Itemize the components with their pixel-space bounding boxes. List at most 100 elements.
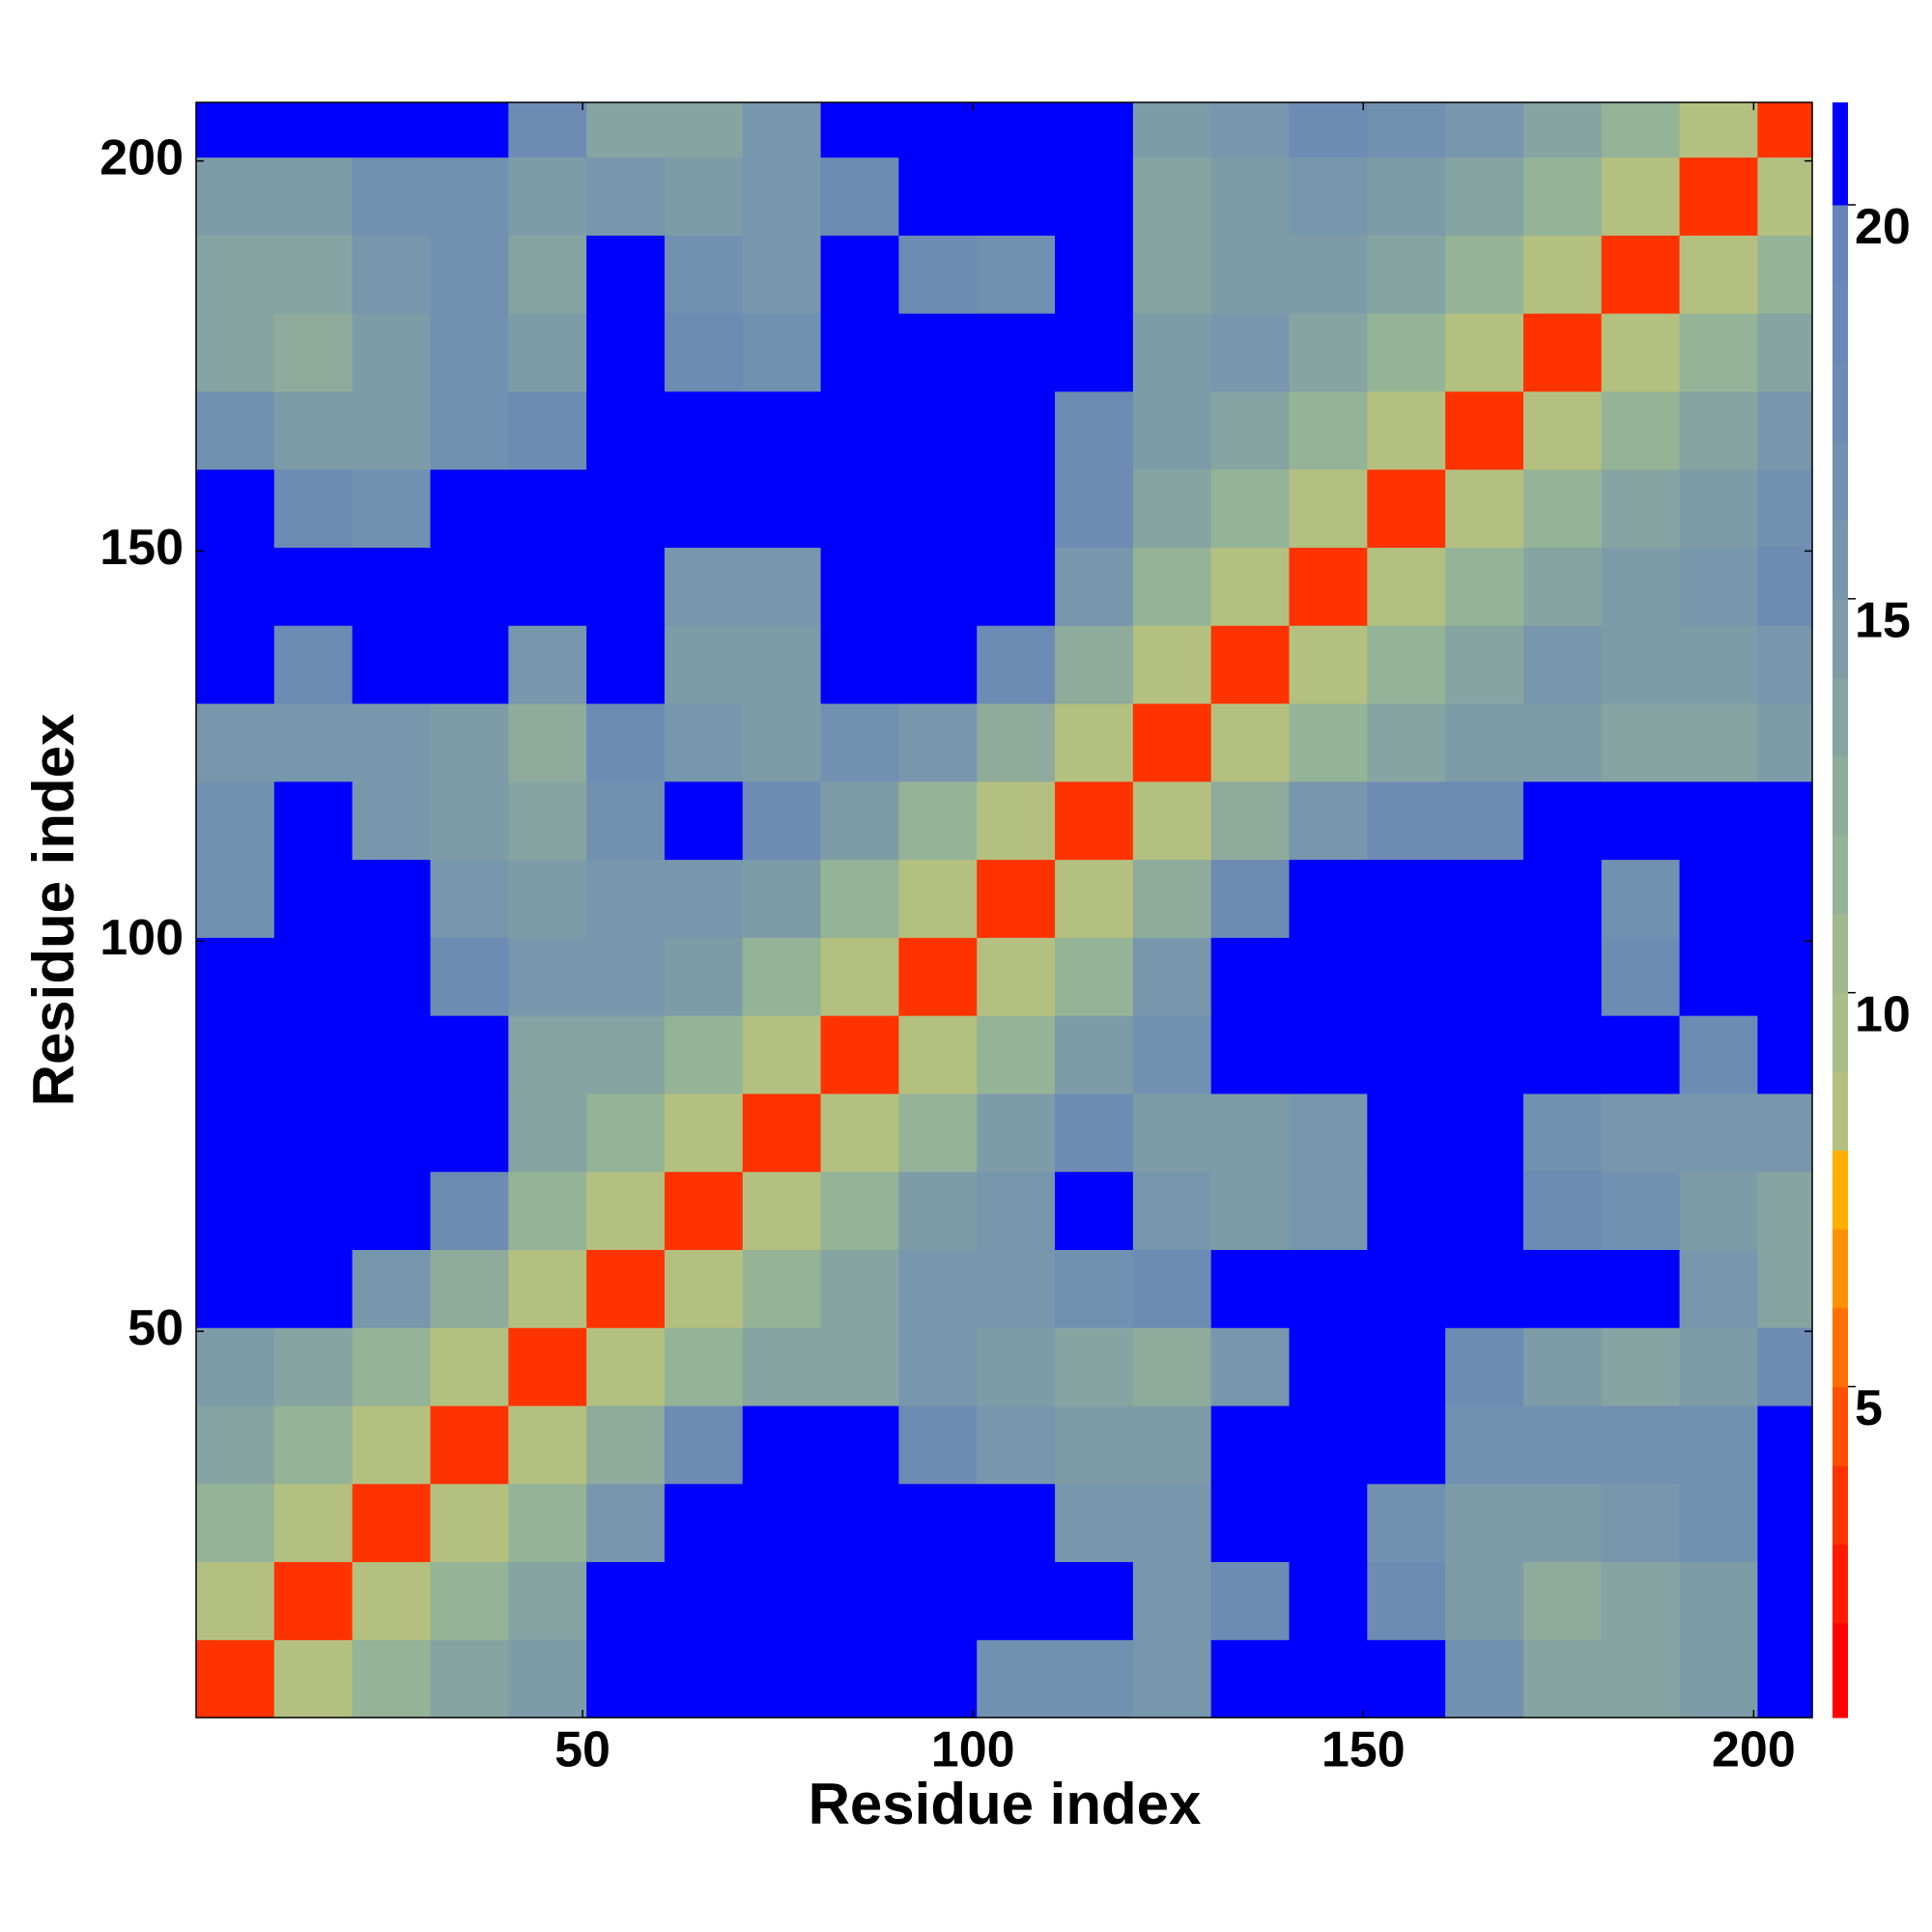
cell: [742, 859, 822, 938]
cell: [1757, 1561, 1813, 1640]
cell: [1055, 1093, 1134, 1173]
cell: [1679, 1015, 1759, 1094]
cell: [1757, 1483, 1813, 1563]
cell: [898, 1249, 978, 1328]
cell: [273, 313, 354, 392]
cell: [1210, 625, 1291, 704]
cell: [742, 547, 822, 626]
cell: [1601, 156, 1681, 236]
cell: [1289, 625, 1368, 704]
cell: [508, 859, 587, 938]
cell: [352, 702, 432, 782]
cell: [1522, 1483, 1603, 1563]
colorbar-tick-label: 10: [1855, 986, 1911, 1042]
cell: [1522, 390, 1603, 470]
cell: [977, 156, 1056, 236]
cell: [1132, 1405, 1212, 1485]
cell: [586, 702, 666, 782]
cell: [1601, 1405, 1681, 1485]
cell: [1757, 1015, 1813, 1094]
cell: [196, 390, 275, 470]
cell: [1522, 702, 1603, 782]
cell: [273, 781, 354, 861]
cell: [1367, 1561, 1446, 1640]
cell: [1289, 1483, 1368, 1563]
cell: [1055, 469, 1134, 549]
cell: [1367, 1249, 1446, 1328]
cell: [977, 1639, 1056, 1719]
colorbar-segment: [1833, 1229, 1848, 1309]
cell: [273, 702, 354, 782]
cell: [352, 859, 432, 938]
cell: [1445, 469, 1524, 549]
cell: [586, 1327, 666, 1406]
cell: [1757, 547, 1813, 626]
cell: [1210, 1171, 1291, 1250]
cell: [1367, 156, 1446, 236]
cell: [820, 1639, 899, 1719]
cell: [1679, 1249, 1759, 1328]
cell: [586, 156, 666, 236]
cell: [1445, 859, 1524, 938]
cell: [898, 1561, 978, 1640]
cell: [664, 156, 744, 236]
cell: [430, 781, 509, 861]
cell: [1679, 156, 1759, 236]
cell: [1289, 1327, 1368, 1406]
cell: [1055, 1483, 1134, 1563]
cell: [1757, 702, 1813, 782]
cell: [196, 1561, 275, 1640]
cell: [508, 1483, 587, 1563]
cell: [273, 1483, 354, 1563]
cell: [1522, 625, 1603, 704]
cell: [1132, 1093, 1212, 1173]
cell: [1445, 1171, 1524, 1250]
cell: [586, 1015, 666, 1094]
cell: [1055, 547, 1134, 626]
cell: [1679, 102, 1759, 158]
cell: [1132, 781, 1212, 861]
cell: [1132, 937, 1212, 1016]
cell: [508, 625, 587, 704]
cell: [430, 547, 509, 626]
cell: [1289, 313, 1368, 392]
cell: [352, 547, 432, 626]
cell: [1367, 1405, 1446, 1485]
cell: [1757, 1327, 1813, 1406]
cell: [1601, 1561, 1681, 1640]
cell: [1367, 469, 1446, 549]
cell: [977, 235, 1056, 314]
cell: [508, 1015, 587, 1094]
cell: [1679, 781, 1759, 861]
cell: [430, 235, 509, 314]
cell: [1132, 1249, 1212, 1328]
cell: [1210, 1327, 1291, 1406]
cell: [898, 1639, 978, 1719]
cell: [352, 469, 432, 549]
cell: [1757, 1093, 1813, 1173]
cell: [196, 1093, 275, 1173]
cell: [820, 547, 899, 626]
cell: [586, 390, 666, 470]
cell: [1522, 547, 1603, 626]
cell: [273, 1639, 354, 1719]
cell: [1601, 1483, 1681, 1563]
cell: [1757, 1249, 1813, 1328]
x-axis-label: Residue index: [809, 1772, 1202, 1836]
cell: [1757, 781, 1813, 861]
cell: [1132, 1483, 1212, 1563]
cell: [820, 1015, 899, 1094]
cell: [977, 1249, 1056, 1328]
cell: [1522, 1561, 1603, 1640]
cell: [352, 625, 432, 704]
cell: [430, 102, 509, 158]
cell: [742, 235, 822, 314]
cell: [1055, 1171, 1134, 1250]
cell: [1601, 1249, 1681, 1328]
colorbar-segment: [1833, 520, 1848, 600]
colorbar-segment: [1833, 1071, 1848, 1151]
cell: [196, 1249, 275, 1328]
cell: [586, 547, 666, 626]
cell: [430, 1015, 509, 1094]
